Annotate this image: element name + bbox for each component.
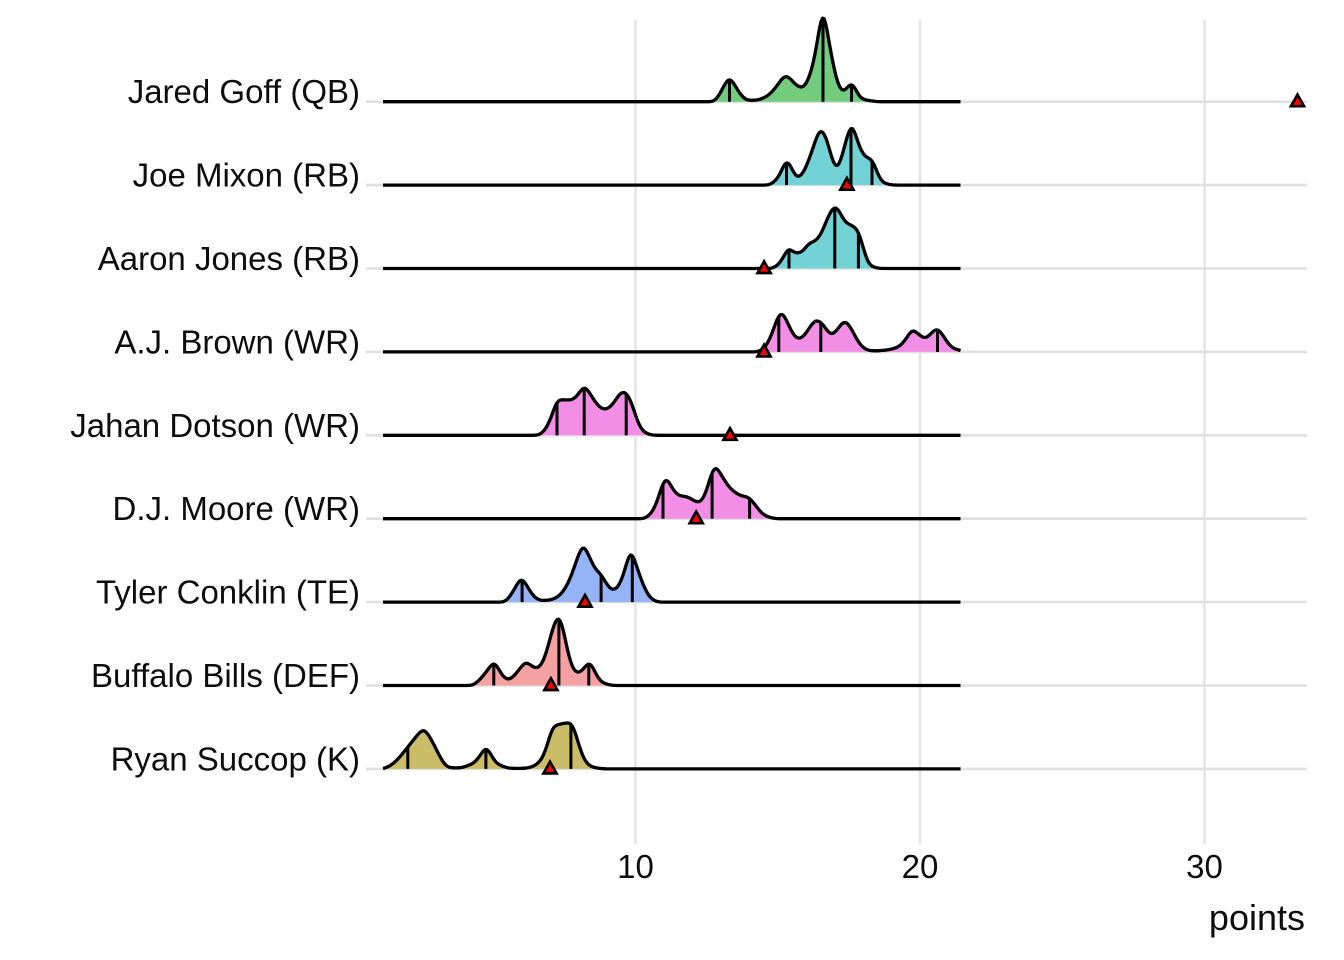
svg-text:Tyler Conklin (TE): Tyler Conklin (TE) bbox=[96, 574, 360, 611]
svg-text:A.J. Brown (WR): A.J. Brown (WR) bbox=[114, 323, 360, 360]
svg-text:Jahan Dotson (WR): Jahan Dotson (WR) bbox=[70, 407, 360, 444]
svg-text:20: 20 bbox=[902, 848, 939, 885]
svg-text:D.J. Moore (WR): D.J. Moore (WR) bbox=[113, 490, 361, 527]
svg-text:points: points bbox=[1209, 897, 1305, 938]
svg-text:Joe Mixon (RB): Joe Mixon (RB) bbox=[133, 157, 360, 194]
svg-text:Aaron Jones (RB): Aaron Jones (RB) bbox=[98, 240, 360, 277]
svg-text:Buffalo Bills (DEF): Buffalo Bills (DEF) bbox=[91, 657, 360, 694]
svg-text:10: 10 bbox=[617, 848, 654, 885]
svg-text:Ryan Succop (K): Ryan Succop (K) bbox=[111, 740, 360, 777]
svg-text:30: 30 bbox=[1186, 848, 1223, 885]
svg-text:Jared Goff (QB): Jared Goff (QB) bbox=[128, 73, 360, 110]
